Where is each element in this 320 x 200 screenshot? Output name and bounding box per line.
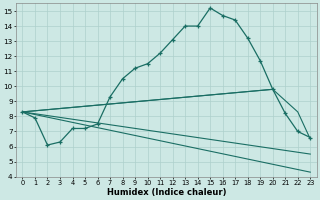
X-axis label: Humidex (Indice chaleur): Humidex (Indice chaleur) (107, 188, 226, 197)
